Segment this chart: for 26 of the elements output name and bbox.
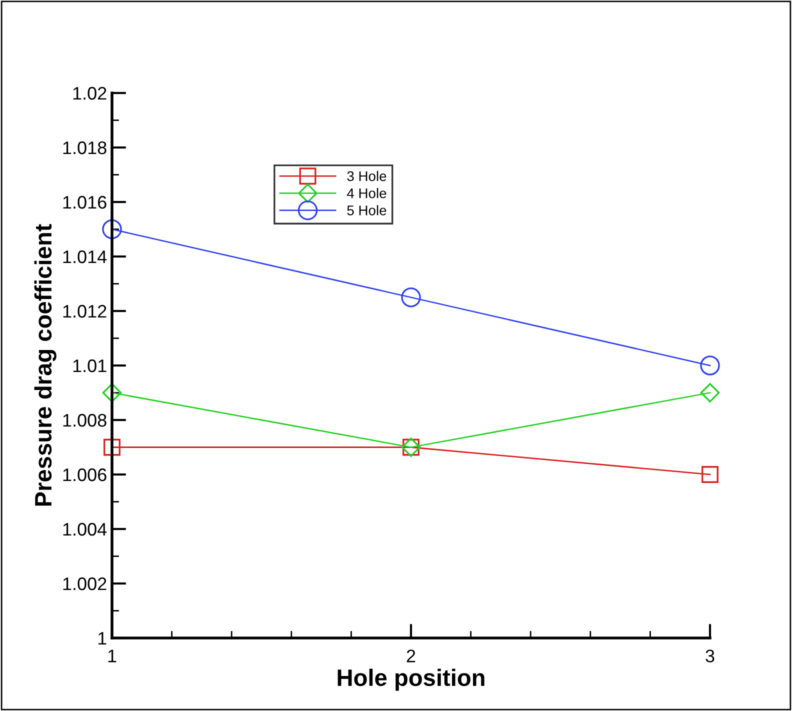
y-tick-label: 1.012 [63,304,106,318]
x-tick-label: 3 [706,650,714,662]
point [700,383,720,402]
legend-label: 4 Hole [346,188,386,198]
point [702,466,718,483]
point [102,383,122,402]
y-tick-label: 1.008 [63,414,106,427]
point [104,438,120,456]
y-tick-label: 1.018 [63,141,106,154]
y-tick-label: 1.004 [63,522,107,536]
y-tick-label: 1 [98,632,106,645]
y-axis-title: Pressure drag coefficient [34,224,56,506]
legend-label: 5 Hole [347,205,386,216]
point [700,356,720,376]
y-tick-label: 1.01 [73,359,106,372]
y-tick-label: 1.02 [73,86,106,100]
legend-label: 3 Hole [347,170,386,182]
x-tick-label: 2 [406,650,416,662]
point [401,288,421,308]
x-tick-label: 1 [108,650,116,662]
y-tick-label: 1.014 [63,250,107,264]
point [102,219,122,240]
x-axis-title: Hole position [338,668,484,691]
y-tick-label: 1.006 [63,468,106,482]
y-tick-label: 1.002 [63,577,106,590]
y-tick-label: 1.016 [63,196,106,209]
